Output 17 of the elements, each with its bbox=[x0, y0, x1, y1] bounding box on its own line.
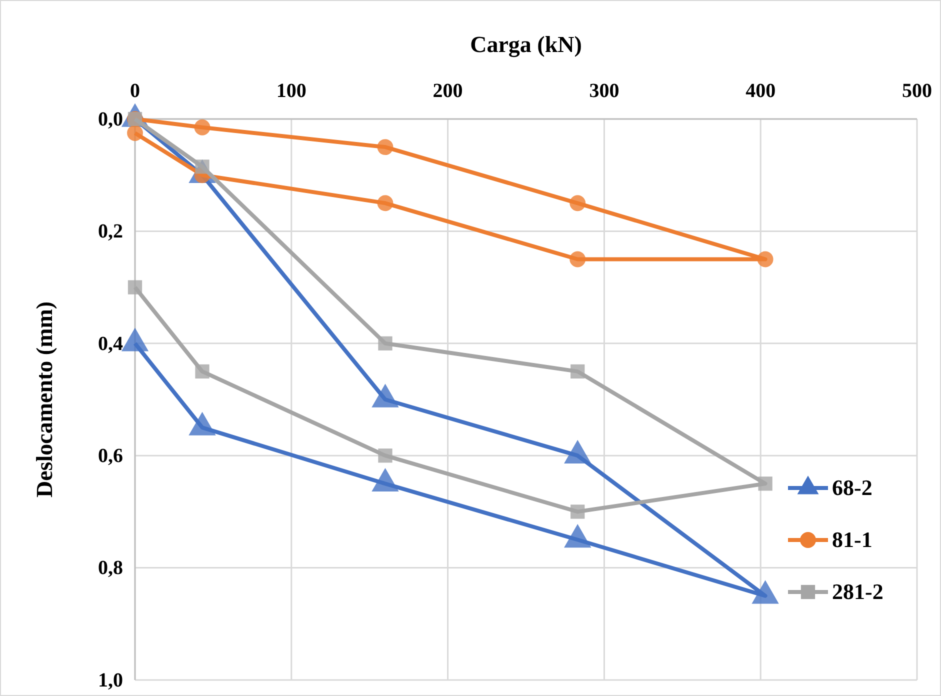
legend-label: 281-2 bbox=[832, 579, 884, 604]
y-tick-label: 0,6 bbox=[98, 445, 123, 467]
x-tick-label: 100 bbox=[276, 80, 306, 102]
x-tick-label: 400 bbox=[746, 80, 776, 102]
y-tick-label: 0,8 bbox=[98, 557, 123, 580]
y-axis-title: Deslocamento (mm) bbox=[32, 301, 57, 498]
legend-label: 68-2 bbox=[832, 475, 872, 500]
x-axis-title: Carga (kN) bbox=[470, 32, 582, 58]
x-tick-label: 200 bbox=[432, 80, 463, 102]
y-tick-label: 0,2 bbox=[98, 220, 123, 243]
x-tick-label: 500 bbox=[902, 80, 932, 102]
y-tick-label: 0,4 bbox=[98, 332, 123, 355]
x-tick-label: 0 bbox=[130, 80, 140, 102]
y-tick-label: 0,0 bbox=[98, 108, 123, 130]
legend-label: 81-1 bbox=[832, 527, 872, 552]
x-tick-label: 300 bbox=[589, 80, 620, 102]
y-tick-label: 1,0 bbox=[98, 669, 123, 692]
